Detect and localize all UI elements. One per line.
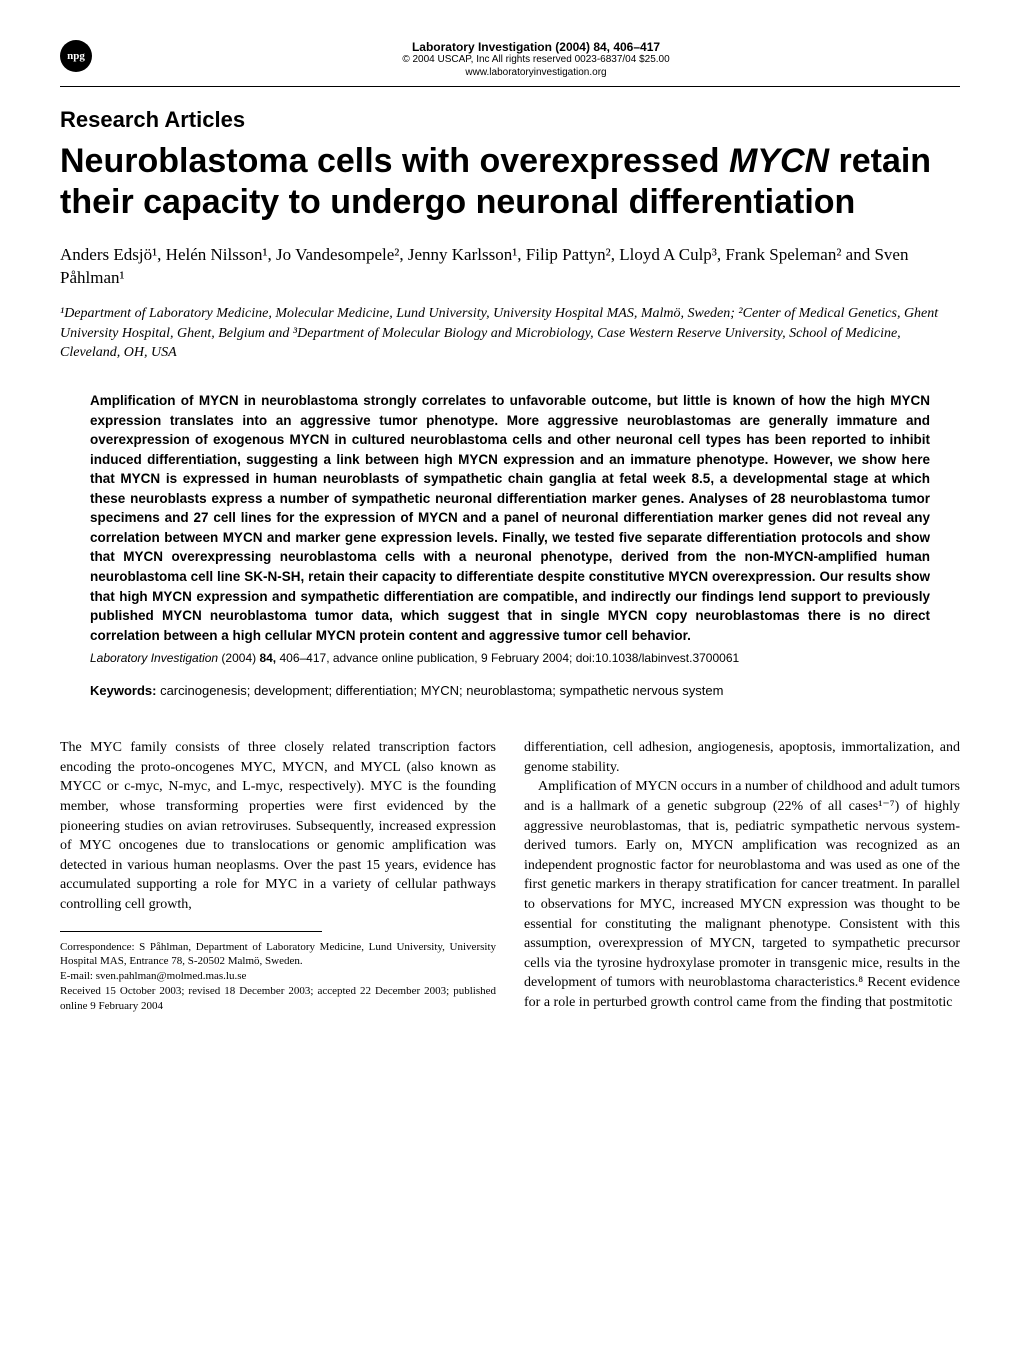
correspondence-dates: Received 15 October 2003; revised 18 Dec… (60, 984, 496, 1014)
correspondence-block: Correspondence: S Påhlman, Department of… (60, 940, 496, 1014)
body-columns: The MYC family consists of three closely… (60, 738, 960, 1014)
journal-citation: Laboratory Investigation (2004) 84, 406–… (112, 40, 960, 54)
correspondence-divider (60, 931, 322, 932)
journal-header: Laboratory Investigation (2004) 84, 406–… (112, 40, 960, 78)
title-gene-italic: MYCN (729, 142, 829, 180)
journal-header-row: npg Laboratory Investigation (2004) 84, … (60, 40, 960, 78)
citation-journal: Laboratory Investigation (90, 651, 218, 665)
copyright-line: © 2004 USCAP, Inc All rights reserved 00… (112, 54, 960, 65)
citation-pages: 406–417, advance online publication, 9 F… (276, 651, 739, 665)
right-column: differentiation, cell adhesion, angiogen… (524, 738, 960, 1014)
citation-line: Laboratory Investigation (2004) 84, 406–… (90, 651, 930, 665)
body-paragraph-2b: Amplification of MYCN occurs in a number… (524, 777, 960, 1012)
body-paragraph-1: The MYC family consists of three closely… (60, 738, 496, 914)
article-title: Neuroblastoma cells with overexpressed M… (60, 141, 960, 223)
left-column: The MYC family consists of three closely… (60, 738, 496, 1014)
affiliation-list: ¹Department of Laboratory Medicine, Mole… (60, 304, 960, 363)
keywords-text: carcinogenesis; development; differentia… (156, 683, 723, 698)
section-label: Research Articles (60, 107, 960, 133)
citation-year: (2004) (218, 651, 259, 665)
website-url: www.laboratoryinvestigation.org (112, 67, 960, 78)
header-divider (60, 86, 960, 87)
citation-volume: 84, (259, 651, 276, 665)
correspondence-address: Correspondence: S Påhlman, Department of… (60, 940, 496, 970)
author-list: Anders Edsjö¹, Helén Nilsson¹, Jo Vandes… (60, 243, 960, 291)
correspondence-email: E-mail: sven.pahlman@molmed.mas.lu.se (60, 969, 496, 984)
keywords-label: Keywords: (90, 683, 156, 698)
body-paragraph-2a: differentiation, cell adhesion, angiogen… (524, 738, 960, 777)
publisher-logo-icon: npg (60, 40, 92, 72)
title-part1: Neuroblastoma cells with overexpressed (60, 142, 729, 180)
abstract-text: Amplification of MYCN in neuroblastoma s… (90, 391, 930, 645)
keywords-line: Keywords: carcinogenesis; development; d… (90, 683, 930, 698)
publisher-logo-text: npg (67, 50, 85, 62)
